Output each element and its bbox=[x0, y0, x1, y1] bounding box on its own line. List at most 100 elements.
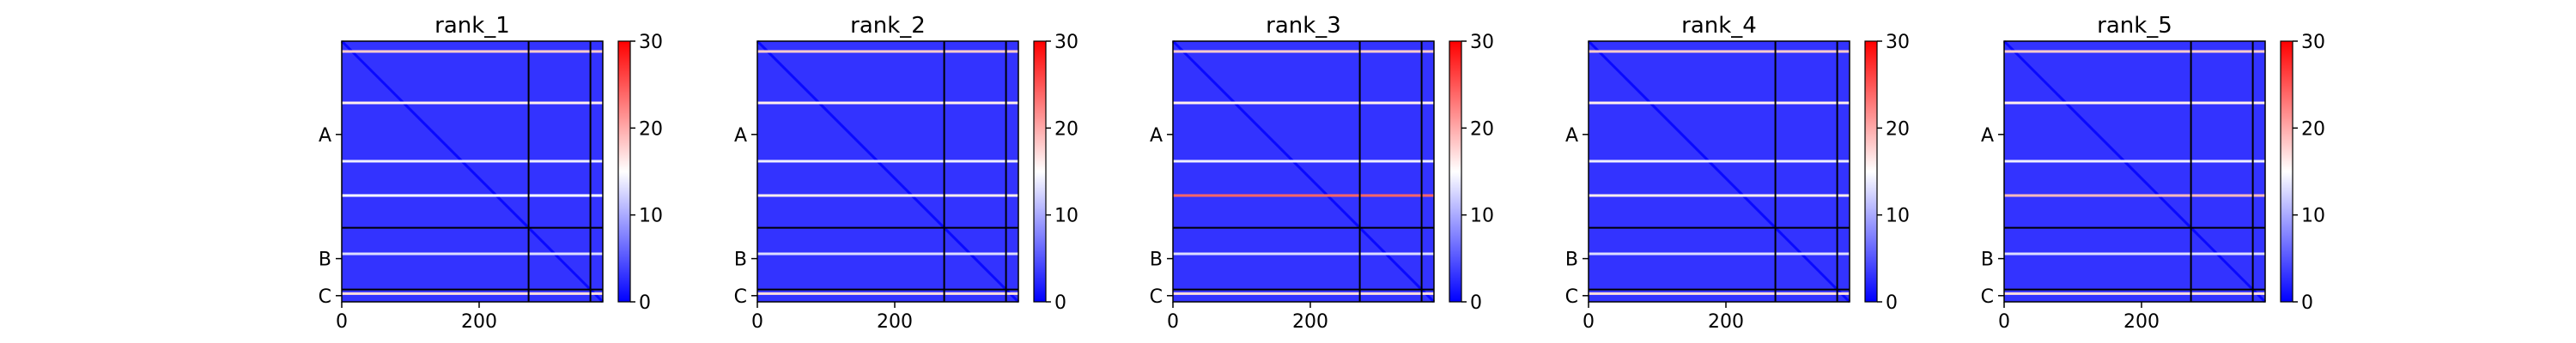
panel-title: rank_5 bbox=[2097, 13, 2172, 39]
heatmap-stripe bbox=[757, 50, 1018, 53]
heatmap-stripe bbox=[757, 194, 1018, 197]
colorbar-tick-label: 10 bbox=[1886, 206, 1910, 227]
x-tick-label: 200 bbox=[877, 311, 913, 333]
heatmap-diagonal bbox=[1587, 39, 1851, 304]
axes-frame bbox=[341, 40, 604, 303]
colorbar-frame bbox=[1864, 40, 1878, 303]
heatmap-stripe bbox=[1173, 159, 1434, 163]
heatmap-stripe bbox=[342, 101, 603, 105]
colorbar-frame bbox=[1033, 40, 1047, 303]
chain-label: B bbox=[1981, 250, 1994, 271]
colorbar-tick-label: 30 bbox=[639, 32, 663, 53]
panel-title: rank_2 bbox=[850, 13, 926, 39]
panel-title: rank_4 bbox=[1681, 13, 1757, 39]
chain-label: A bbox=[1565, 125, 1578, 147]
heatmap-stripe bbox=[1173, 194, 1434, 197]
axes-frame bbox=[756, 40, 1019, 303]
heatmap-stripe bbox=[1589, 252, 1850, 256]
colorbar bbox=[1034, 41, 1046, 302]
x-tick-label: 0 bbox=[751, 311, 763, 333]
heatmap-stripe bbox=[1589, 101, 1850, 105]
heatmap-stripe bbox=[757, 252, 1018, 256]
chain-label: C bbox=[734, 286, 747, 308]
chain-label: A bbox=[319, 125, 331, 147]
heatmap-stripe bbox=[2004, 252, 2265, 256]
x-tick-label: 200 bbox=[1292, 311, 1328, 333]
colorbar-tick-label: 0 bbox=[1054, 292, 1066, 314]
heatmap-stripe bbox=[757, 292, 1018, 295]
axes-frame bbox=[1172, 40, 1435, 303]
heatmap-stripe bbox=[2004, 292, 2265, 295]
x-tick-label: 200 bbox=[461, 311, 497, 333]
colorbar bbox=[1865, 41, 1877, 302]
colorbar-tick-label: 20 bbox=[1886, 118, 1910, 140]
chain-label: B bbox=[1150, 250, 1163, 271]
colorbar-tick-label: 0 bbox=[639, 292, 651, 314]
heatmap-stripe bbox=[1589, 159, 1850, 163]
heatmap-stripe bbox=[342, 292, 603, 295]
colorbar-tick-label: 10 bbox=[1470, 206, 1494, 227]
x-tick-label: 0 bbox=[1167, 311, 1179, 333]
colorbar-tick-label: 30 bbox=[1054, 32, 1078, 53]
x-tick-label: 0 bbox=[1998, 311, 2010, 333]
heatmap-diagonal bbox=[340, 39, 605, 304]
heatmap-stripe bbox=[1173, 292, 1434, 295]
axes-frame bbox=[2003, 40, 2266, 303]
heatmap-diagonal bbox=[2002, 39, 2267, 304]
colorbar-tick-label: 30 bbox=[2301, 32, 2325, 53]
heatmap-stripe bbox=[1589, 292, 1850, 295]
colorbar bbox=[2281, 41, 2293, 302]
chain-label: C bbox=[319, 286, 331, 308]
heatmap-stripe bbox=[2004, 101, 2265, 105]
heatmap-stripe bbox=[342, 50, 603, 53]
heatmap-stripe bbox=[2004, 50, 2265, 53]
colorbar-tick-label: 20 bbox=[1054, 118, 1078, 140]
chain-label: A bbox=[1981, 125, 1994, 147]
chain-label: A bbox=[734, 125, 747, 147]
chain-label: B bbox=[734, 250, 747, 271]
chain-label: B bbox=[319, 250, 331, 271]
x-tick-label: 200 bbox=[1708, 311, 1744, 333]
heatmap-stripe bbox=[1173, 101, 1434, 105]
axes-frame bbox=[1588, 40, 1850, 303]
colorbar-tick-label: 10 bbox=[1054, 206, 1078, 227]
heatmap-diagonal bbox=[1171, 39, 1436, 304]
colorbar-tick-label: 30 bbox=[1886, 32, 1910, 53]
heatmap-stripe bbox=[1173, 252, 1434, 256]
chain-label: C bbox=[1981, 286, 1994, 308]
panel-title: rank_1 bbox=[434, 13, 510, 39]
colorbar-tick-label: 10 bbox=[2301, 206, 2325, 227]
x-tick-label: 0 bbox=[336, 311, 348, 333]
colorbar-tick-label: 30 bbox=[1470, 32, 1494, 53]
heatmap-stripe bbox=[1589, 194, 1850, 197]
colorbar-tick-label: 0 bbox=[1470, 292, 1482, 314]
colorbar bbox=[1449, 41, 1461, 302]
chain-label: A bbox=[1150, 125, 1163, 147]
heatmap-stripe bbox=[757, 159, 1018, 163]
chain-label: B bbox=[1565, 250, 1578, 271]
colorbar-tick-label: 0 bbox=[2301, 292, 2313, 314]
heatmap-stripe bbox=[2004, 159, 2265, 163]
colorbar-tick-label: 20 bbox=[1470, 118, 1494, 140]
colorbar-frame bbox=[2280, 40, 2293, 303]
heatmap-stripe bbox=[342, 194, 603, 197]
colorbar bbox=[618, 41, 630, 302]
colorbar-tick-label: 20 bbox=[2301, 118, 2325, 140]
heatmap-stripe bbox=[757, 101, 1018, 105]
colorbar-tick-label: 10 bbox=[639, 206, 663, 227]
x-tick-label: 0 bbox=[1583, 311, 1595, 333]
colorbar-tick-label: 0 bbox=[1886, 292, 1898, 314]
heatmap-stripe bbox=[1173, 50, 1434, 53]
colorbar-tick-label: 20 bbox=[639, 118, 663, 140]
heatmap-stripe bbox=[1589, 50, 1850, 53]
chain-label: C bbox=[1565, 286, 1578, 308]
heatmap-stripe bbox=[342, 159, 603, 163]
heatmap-stripe bbox=[342, 252, 603, 256]
heatmap-diagonal bbox=[756, 39, 1020, 304]
heatmap-stripe bbox=[2004, 194, 2265, 197]
